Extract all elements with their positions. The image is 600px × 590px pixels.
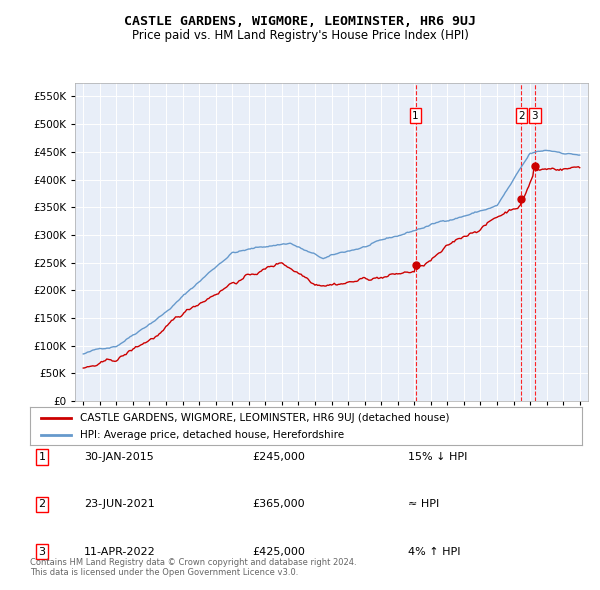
Text: Price paid vs. HM Land Registry's House Price Index (HPI): Price paid vs. HM Land Registry's House … [131, 30, 469, 42]
Text: 11-APR-2022: 11-APR-2022 [84, 547, 156, 556]
Text: 23-JUN-2021: 23-JUN-2021 [84, 500, 155, 509]
Text: 3: 3 [532, 111, 538, 121]
Text: Contains HM Land Registry data © Crown copyright and database right 2024.
This d: Contains HM Land Registry data © Crown c… [30, 558, 356, 577]
Text: HPI: Average price, detached house, Herefordshire: HPI: Average price, detached house, Here… [80, 430, 344, 440]
Text: 4% ↑ HPI: 4% ↑ HPI [408, 547, 461, 556]
Text: CASTLE GARDENS, WIGMORE, LEOMINSTER, HR6 9UJ (detached house): CASTLE GARDENS, WIGMORE, LEOMINSTER, HR6… [80, 413, 449, 423]
Text: 15% ↓ HPI: 15% ↓ HPI [408, 453, 467, 462]
Text: £425,000: £425,000 [252, 547, 305, 556]
Text: 2: 2 [38, 500, 46, 509]
Text: 2: 2 [518, 111, 525, 121]
Text: 30-JAN-2015: 30-JAN-2015 [84, 453, 154, 462]
Text: £245,000: £245,000 [252, 453, 305, 462]
Text: £365,000: £365,000 [252, 500, 305, 509]
Text: 1: 1 [38, 453, 46, 462]
Text: 1: 1 [412, 111, 419, 121]
Text: 3: 3 [38, 547, 46, 556]
Text: CASTLE GARDENS, WIGMORE, LEOMINSTER, HR6 9UJ: CASTLE GARDENS, WIGMORE, LEOMINSTER, HR6… [124, 15, 476, 28]
Text: ≈ HPI: ≈ HPI [408, 500, 439, 509]
